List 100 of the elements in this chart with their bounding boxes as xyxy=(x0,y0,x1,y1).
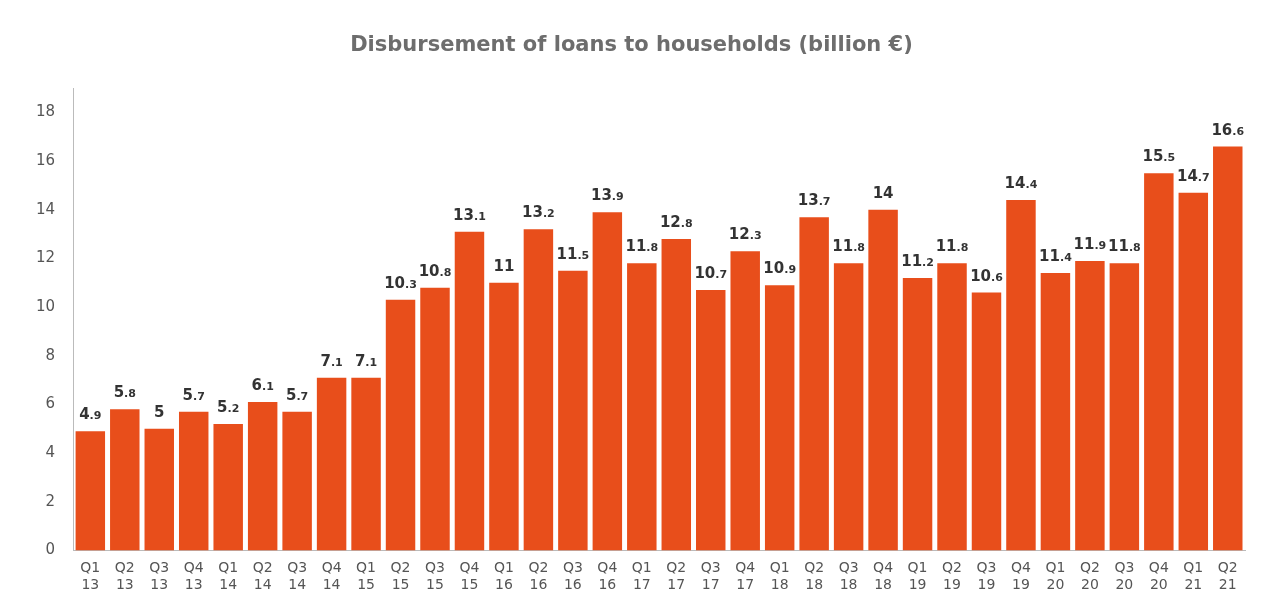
bar xyxy=(316,377,347,551)
x-tick-label: Q3 14 xyxy=(287,559,308,593)
bar xyxy=(937,263,967,551)
bar xyxy=(1075,260,1105,551)
bar xyxy=(833,263,864,551)
bar xyxy=(1109,263,1140,551)
x-tick-label: Q2 13 xyxy=(114,559,135,593)
data-label: 4.9 xyxy=(79,405,102,424)
x-tick-label: Q3 17 xyxy=(700,559,721,593)
bar xyxy=(351,377,381,551)
x-tick-label: Q3 15 xyxy=(425,559,445,593)
bar xyxy=(971,292,1002,551)
data-label: 5.8 xyxy=(113,383,136,402)
x-tick-label: Q4 14 xyxy=(321,559,342,593)
bar xyxy=(75,431,106,551)
x-tick-label: Q1 13 xyxy=(80,559,101,593)
data-label: 11.5 xyxy=(556,244,590,263)
bar xyxy=(730,251,760,551)
x-tick-label: Q1 20 xyxy=(1045,559,1066,593)
x-tick-label: Q4 18 xyxy=(873,559,894,593)
data-label: 6.1 xyxy=(251,376,274,395)
x-tick-label: Q4 20 xyxy=(1148,559,1169,593)
x-tick-label: Q1 21 xyxy=(1183,559,1204,593)
bar xyxy=(454,231,485,551)
data-label: 10.9 xyxy=(763,259,797,278)
y-tick-label: 10 xyxy=(35,297,56,316)
x-tick-label: Q1 14 xyxy=(218,559,239,593)
x-tick-label: Q4 15 xyxy=(459,559,480,593)
data-label: 13.9 xyxy=(590,186,624,205)
data-label: 7.1 xyxy=(354,351,378,370)
x-tick-label: Q2 16 xyxy=(528,559,549,593)
x-tick-label: Q2 19 xyxy=(942,559,962,593)
x-tick-label: Q1 15 xyxy=(356,559,377,593)
x-tick-label: Q1 17 xyxy=(631,559,652,593)
data-label: 11.8 xyxy=(935,237,969,256)
y-tick-label: 18 xyxy=(35,102,56,121)
x-tick-label: Q4 13 xyxy=(183,559,204,593)
y-tick-label: 2 xyxy=(45,491,56,510)
bar xyxy=(213,423,243,551)
data-label: 10.6 xyxy=(970,266,1004,285)
data-label: 14.7 xyxy=(1176,166,1210,185)
bar xyxy=(1006,200,1036,551)
y-tick-label: 6 xyxy=(45,394,56,413)
x-tick-label: Q1 18 xyxy=(769,559,790,593)
x-tick-label: Q3 19 xyxy=(976,559,997,593)
y-tick-label: 8 xyxy=(45,345,56,364)
x-tick-label: Q2 17 xyxy=(666,559,687,593)
x-tick-label: Q4 16 xyxy=(597,559,618,593)
bar xyxy=(868,209,898,551)
data-label: 11.4 xyxy=(1039,247,1073,266)
x-tick-label: Q4 19 xyxy=(1010,559,1032,593)
data-label: 11 xyxy=(493,256,515,275)
bar xyxy=(385,299,416,551)
data-label: 13.2 xyxy=(522,203,555,222)
x-tick-label: Q2 15 xyxy=(390,559,411,593)
data-label: 11.2 xyxy=(901,251,934,270)
y-tick-label: 4 xyxy=(45,442,56,461)
bar xyxy=(110,409,140,551)
data-label: 10.7 xyxy=(694,264,728,283)
bar xyxy=(1178,192,1209,551)
data-label: 14.4 xyxy=(1004,174,1038,193)
data-label: 11.8 xyxy=(832,237,865,256)
data-label: 5.7 xyxy=(182,385,205,404)
bar xyxy=(1213,146,1243,551)
x-tick-label: Q2 14 xyxy=(252,559,273,593)
x-tick-label: Q3 16 xyxy=(562,559,583,593)
x-tick-label: Q2 21 xyxy=(1217,559,1238,593)
data-label: 12.3 xyxy=(728,225,762,244)
bar xyxy=(661,239,692,551)
bar xyxy=(144,428,174,551)
bar xyxy=(558,270,588,551)
data-label: 12.8 xyxy=(659,213,693,232)
data-label: 10.8 xyxy=(418,261,452,280)
bar xyxy=(247,402,278,551)
x-tick-label: Q2 20 xyxy=(1079,559,1100,593)
data-label: 11.8 xyxy=(625,237,659,256)
data-label: 11.9 xyxy=(1073,234,1107,253)
data-label: 16.6 xyxy=(1211,120,1245,139)
x-tick-label: Q4 17 xyxy=(735,559,756,593)
bar xyxy=(592,212,623,551)
data-label: 5.2 xyxy=(217,397,240,416)
y-tick-label: 14 xyxy=(35,199,56,218)
bar xyxy=(1144,173,1174,551)
bar xyxy=(420,287,450,551)
y-tick-label: 12 xyxy=(35,248,56,267)
data-label: 13.7 xyxy=(797,191,831,210)
x-tick-label: Q3 20 xyxy=(1114,559,1135,593)
bar xyxy=(489,282,519,551)
x-tick-label: Q1 16 xyxy=(493,559,514,593)
bar xyxy=(178,411,209,551)
bar xyxy=(282,411,312,551)
data-label: 7.1 xyxy=(320,351,343,370)
bar xyxy=(627,263,657,551)
y-tick-label: 0 xyxy=(45,540,56,559)
x-tick-label: Q3 13 xyxy=(149,559,170,593)
data-label: 14 xyxy=(872,183,894,202)
data-label: 13.1 xyxy=(453,205,486,224)
data-label: 5 xyxy=(154,402,165,421)
x-tick-label: Q1 19 xyxy=(907,559,928,593)
data-label: 11.8 xyxy=(1108,237,1141,256)
